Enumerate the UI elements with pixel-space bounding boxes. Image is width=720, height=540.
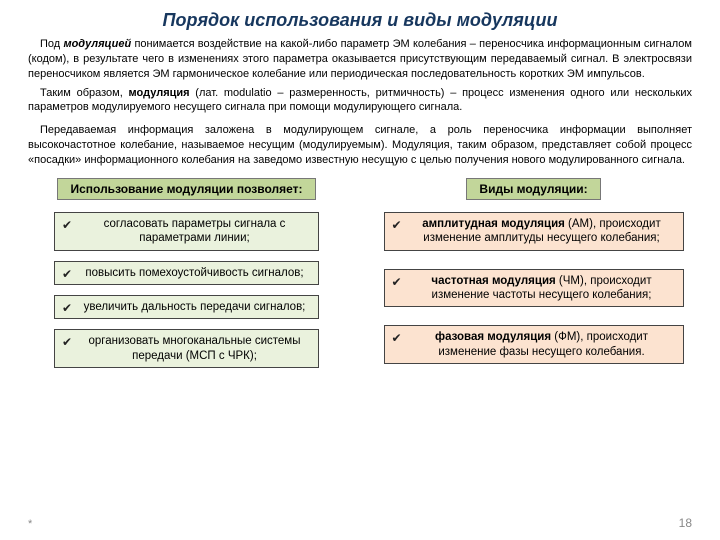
left-item: организовать многоканальные системы пере… <box>54 329 319 368</box>
left-column: Использование модуляции позволяет: согла… <box>28 178 345 382</box>
paragraph-2: Таким образом, модуляция (лат. modulatio… <box>28 86 692 116</box>
right-item: фазовая модуляция (ФМ), происходит измен… <box>384 325 684 364</box>
paragraph-3: Передаваемая информация заложена в модул… <box>28 123 692 168</box>
left-header-box: Использование модуляции позволяет: <box>57 178 315 200</box>
slide-title: Порядок использования и виды модуляции <box>28 10 692 31</box>
right-item: амплитудная модуляция (АМ), происходит и… <box>384 212 684 251</box>
left-item: увеличить дальность передачи сигналов; <box>54 295 319 319</box>
right-item-bold: фазовая модуляция <box>435 331 551 343</box>
left-item: согласовать параметры сигнала с параметр… <box>54 212 319 251</box>
right-column: Виды модуляции: амплитудная модуляция (А… <box>375 178 692 382</box>
columns: Использование модуляции позволяет: согла… <box>28 178 692 382</box>
p1-em: модуляцией <box>63 38 131 50</box>
p2-pre: Таким образом, <box>40 87 129 99</box>
paragraph-1: Под модуляцией понимается воздействие на… <box>28 37 692 82</box>
right-item-bold: амплитудная модуляция <box>422 218 565 230</box>
right-item: частотная модуляция (ЧМ), происходит изм… <box>384 269 684 308</box>
p2-em: модуляция <box>129 87 190 99</box>
p1-pre: Под <box>40 38 63 50</box>
right-item-bold: частотная модуляция <box>431 275 555 287</box>
page-number: 18 <box>679 516 692 530</box>
right-header-box: Виды модуляции: <box>466 178 600 200</box>
footnote-star: * <box>28 518 32 530</box>
left-item: повысить помехоустойчивость сигналов; <box>54 261 319 285</box>
